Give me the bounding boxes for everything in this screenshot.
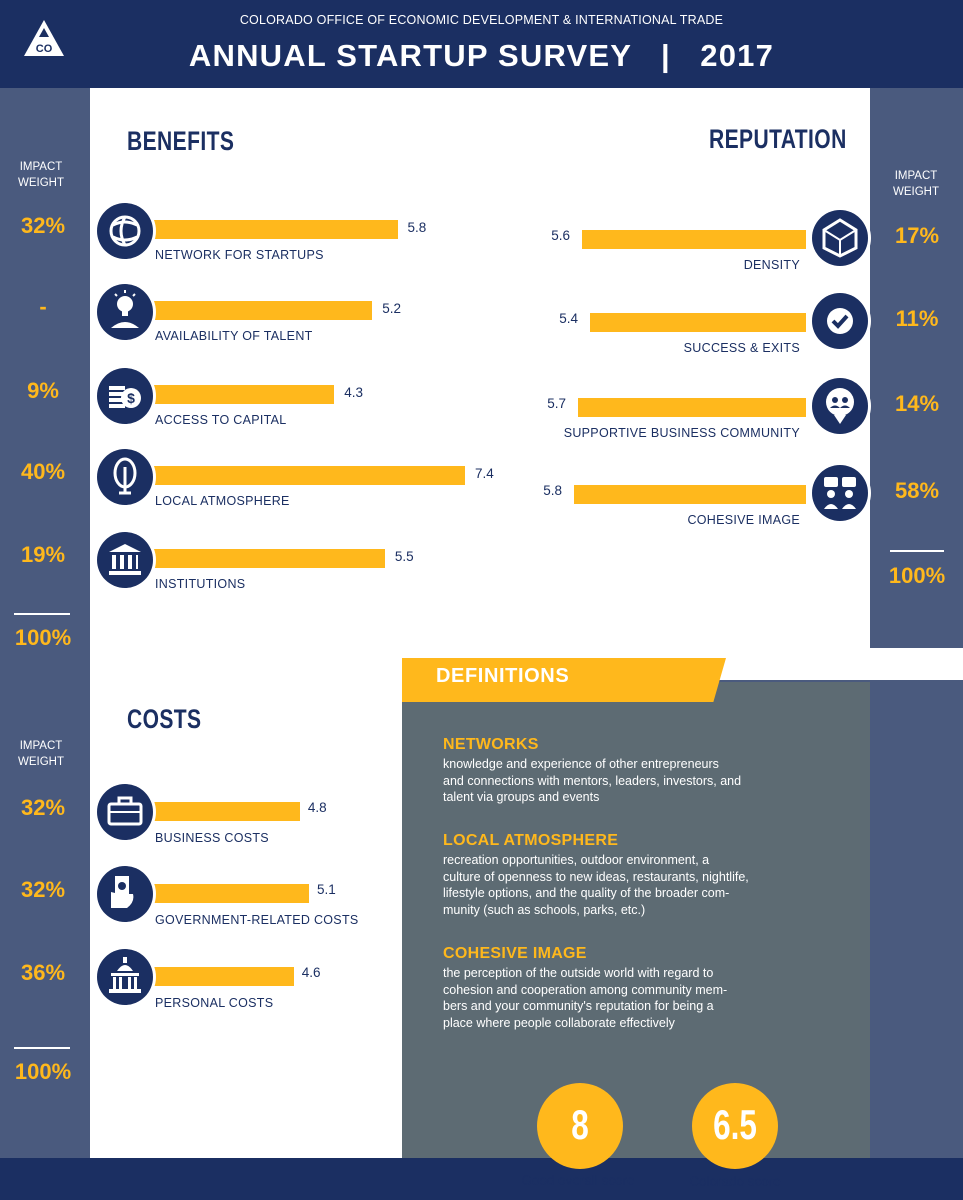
benefits-bar-label: AVAILABILITY OF TALENT [155, 329, 313, 343]
def-text-networks: knowledge and experience of other entrep… [443, 757, 742, 804]
reputation-bar-label: DENSITY [743, 258, 800, 272]
reputation-title: REPUTATION [709, 124, 847, 154]
benefits-bar-value: 4.3 [344, 385, 364, 400]
reputation-bar-label: SUPPORTIVE BUSINESS COMMUNITY [563, 426, 800, 440]
reputation-total: 100% [888, 563, 946, 588]
hand-money-icon [94, 863, 156, 925]
costs-impact-weight: 32% [20, 877, 66, 902]
costs-impact-weight: 36% [20, 960, 66, 985]
benefits-bar-value: 5.8 [407, 220, 427, 235]
benefits-impact-weight: 32% [20, 213, 66, 238]
colorado-score-value: 6.5 [713, 1101, 757, 1148]
organization-name: COLORADO OFFICE OF ECONOMIC DEVELOPMENT … [239, 13, 724, 27]
globe-icon [94, 200, 156, 262]
header-bar [0, 0, 963, 88]
benefits-bar-label: NETWORK FOR STARTUPS [155, 248, 324, 262]
benefits-bar-value: 7.4 [475, 466, 494, 481]
reputation-bar-label: SUCCESS & EXITS [683, 341, 800, 355]
benefits-bar [153, 220, 398, 239]
benefits-bar [153, 549, 385, 568]
costs-bar-value: 5.1 [317, 882, 336, 897]
left-weight-column [0, 88, 90, 1200]
reputation-bar [590, 313, 806, 332]
benefits-impact-label: IMPACT WEIGHT [18, 161, 64, 189]
costs-bar [153, 802, 300, 821]
costs-bar-label: BUSINESS COSTS [155, 831, 269, 845]
benefits-bar [153, 466, 465, 485]
colorado-score-label: Colorado score [689, 1174, 781, 1189]
reputation-bar-value: 5.6 [551, 228, 570, 243]
overall-score-circle: 8 [537, 1083, 623, 1169]
costs-bar [153, 884, 309, 903]
costs-bar-value: 4.6 [301, 965, 321, 980]
reputation-bar-value: 5.8 [543, 483, 562, 498]
costs-bar-value: 4.8 [307, 800, 327, 815]
benefits-impact-weight: - [39, 294, 47, 319]
benefits-impact-weight: 40% [20, 459, 66, 484]
costs-bar-label: GOVERNMENT-RELATED COSTS [155, 913, 359, 927]
costs-total-rule [14, 1047, 70, 1049]
definitions-tab [410, 658, 726, 702]
checkmark-icon [809, 290, 871, 352]
reputation-bar-value: 5.4 [559, 311, 578, 326]
costs-bar [153, 967, 294, 986]
benefits-impact-weight: 19% [20, 542, 66, 567]
benefits-bar-value: 5.2 [382, 301, 402, 316]
definitions-tab-edge [402, 658, 412, 702]
def-term-local-atmosphere: LOCAL ATMOSPHERE [443, 832, 619, 849]
tree-icon [94, 446, 156, 508]
briefcase-icon [94, 781, 156, 843]
community-pin-icon [809, 375, 871, 437]
people-chat-icon [809, 462, 871, 524]
reputation-bar [582, 230, 806, 249]
cube-network-icon [809, 207, 871, 269]
def-text-local-atmosphere: recreation opportunities, outdoor enviro… [443, 853, 749, 917]
overall-score-label: Good overall score [521, 1173, 635, 1188]
costs-impact-label: IMPACT WEIGHT [18, 740, 64, 768]
capitol-building-icon [94, 946, 156, 1008]
reputation-total-rule [890, 550, 944, 552]
lightbulb-person-icon [94, 281, 156, 343]
costs-bar-label: PERSONAL COSTS [155, 996, 274, 1010]
benefits-total-rule [14, 613, 70, 615]
reputation-bar [578, 398, 806, 417]
colorado-logo-icon: CO [24, 20, 64, 56]
benefits-title: BENEFITS [127, 126, 235, 156]
reputation-impact-weight: 14% [894, 391, 940, 416]
benefits-bar-label: ACCESS TO CAPITAL [155, 413, 287, 427]
costs-impact-weight: 32% [20, 795, 66, 820]
reputation-impact-weight: 11% [895, 306, 939, 331]
reputation-impact-label: IMPACT WEIGHT [893, 170, 939, 198]
footer-bar [0, 1158, 963, 1200]
costs-total: 100% [14, 1059, 72, 1084]
def-term-cohesive-image: COHESIVE IMAGE [443, 945, 587, 962]
definitions-panel [402, 682, 870, 1160]
overall-score-value: 8 [571, 1101, 589, 1148]
benefits-bar-label: LOCAL ATMOSPHERE [155, 494, 290, 508]
definitions-heading: DEFINITIONS [436, 665, 570, 687]
logo-text: CO [36, 43, 53, 55]
benefits-bar [153, 385, 335, 404]
benefits-bar-label: INSTITUTIONS [155, 577, 246, 591]
def-text-cohesive-image: the perception of the outside world with… [443, 966, 728, 1030]
colorado-score-circle: 6.5 [692, 1083, 778, 1169]
reputation-impact-weight: 17% [894, 223, 940, 248]
coins-dollar-icon: $ [94, 365, 156, 427]
institution-icon [94, 529, 156, 591]
reputation-impact-weight: 58% [894, 478, 940, 503]
benefits-total: 100% [14, 625, 72, 650]
costs-title: COSTS [127, 704, 202, 734]
reputation-bar [574, 485, 806, 504]
page-title: ANNUAL STARTUP SURVEY | 2017 [188, 38, 775, 73]
benefits-impact-weight: 9% [27, 378, 59, 403]
reputation-bar-value: 5.7 [547, 396, 566, 411]
svg-text:$: $ [127, 390, 135, 406]
right-weight-column [870, 88, 963, 648]
reputation-bar-label: COHESIVE IMAGE [687, 513, 800, 527]
benefits-bar [153, 301, 373, 320]
benefits-bar-value: 5.5 [394, 549, 414, 564]
def-term-networks: NETWORKS [443, 736, 539, 753]
